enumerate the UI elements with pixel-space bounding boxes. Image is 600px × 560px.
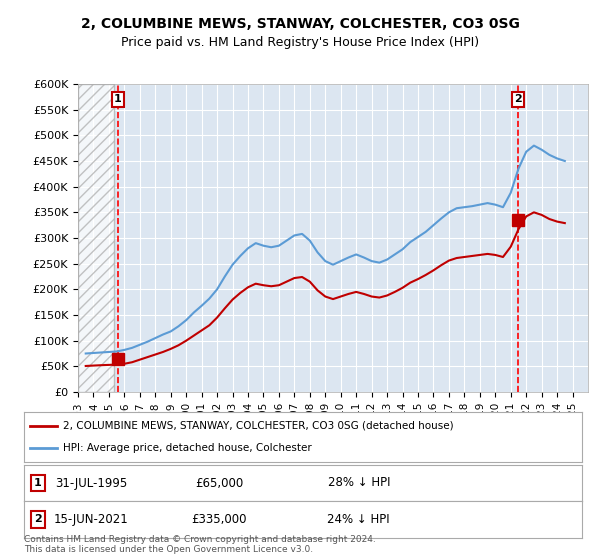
Text: 1: 1 bbox=[114, 95, 122, 104]
Text: HPI: Average price, detached house, Colchester: HPI: Average price, detached house, Colc… bbox=[63, 443, 312, 453]
Text: 2, COLUMBINE MEWS, STANWAY, COLCHESTER, CO3 0SG (detached house): 2, COLUMBINE MEWS, STANWAY, COLCHESTER, … bbox=[63, 421, 454, 431]
Text: 2, COLUMBINE MEWS, STANWAY, COLCHESTER, CO3 0SG: 2, COLUMBINE MEWS, STANWAY, COLCHESTER, … bbox=[80, 17, 520, 31]
Text: 24% ↓ HPI: 24% ↓ HPI bbox=[328, 513, 390, 526]
Text: Contains HM Land Registry data © Crown copyright and database right 2024.
This d: Contains HM Land Registry data © Crown c… bbox=[24, 535, 376, 554]
Text: 2: 2 bbox=[514, 95, 522, 104]
Text: 2: 2 bbox=[34, 515, 42, 524]
Text: 28% ↓ HPI: 28% ↓ HPI bbox=[328, 477, 390, 489]
Text: 1: 1 bbox=[34, 478, 42, 488]
Bar bbox=[78, 84, 116, 392]
Text: 31-JUL-1995: 31-JUL-1995 bbox=[55, 477, 127, 489]
Text: 15-JUN-2021: 15-JUN-2021 bbox=[53, 513, 128, 526]
Text: £335,000: £335,000 bbox=[191, 513, 247, 526]
Text: Price paid vs. HM Land Registry's House Price Index (HPI): Price paid vs. HM Land Registry's House … bbox=[121, 36, 479, 49]
Text: £65,000: £65,000 bbox=[195, 477, 244, 489]
Bar bbox=[78, 84, 113, 392]
